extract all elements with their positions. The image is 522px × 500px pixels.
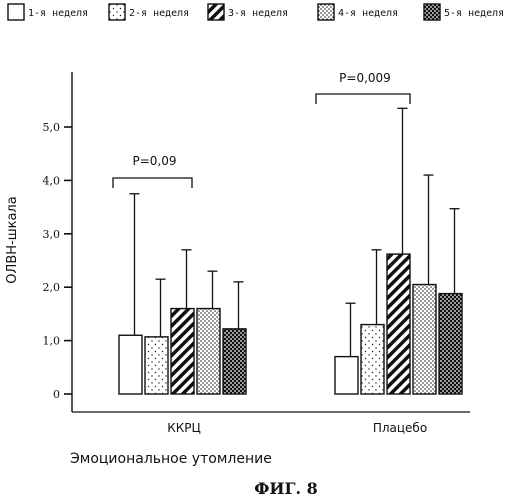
legend-label: 3-я неделя xyxy=(228,8,288,19)
bar xyxy=(439,294,462,394)
significance-bracket xyxy=(316,94,410,104)
x-tick-label: Плацебо xyxy=(373,421,427,435)
legend-swatch xyxy=(109,4,125,20)
bar xyxy=(335,357,358,394)
bar xyxy=(119,335,142,394)
y-tick-label: 0 xyxy=(53,388,60,401)
bar xyxy=(145,337,168,394)
legend-label: 4-я неделя xyxy=(338,8,398,19)
legend-swatch xyxy=(424,4,440,20)
bar xyxy=(361,325,384,394)
p-value-label: P=0,09 xyxy=(132,154,176,168)
bar xyxy=(197,309,220,394)
significance-bracket xyxy=(113,178,192,188)
y-tick-label: 2,0 xyxy=(43,281,61,294)
legend-swatch xyxy=(318,4,334,20)
plot-area: 0 1,0 2,0 3,0 4,0 5,0 ККРЦ Плацебо P=0,09 P=0,009 xyxy=(43,71,471,435)
bar xyxy=(387,254,410,394)
legend: 1-я неделя 2-я неделя 3-я неделя 4-я неделя… xyxy=(8,4,504,20)
y-axis-label: ОЛВН-шкала xyxy=(5,196,20,283)
y-tick-label: 1,0 xyxy=(43,335,61,348)
x-tick-label: ККРЦ xyxy=(167,421,201,435)
bar xyxy=(171,309,194,394)
legend-label: 2-я неделя xyxy=(129,8,189,19)
y-tick-label: 4,0 xyxy=(43,174,61,187)
bar xyxy=(223,329,246,394)
x-axis-label: Эмоциональное утомление xyxy=(70,451,272,467)
p-value-label: P=0,009 xyxy=(339,71,391,85)
y-tick-label: 5,0 xyxy=(43,121,61,134)
figure-caption: ФИГ. 8 xyxy=(254,479,318,498)
legend-swatch xyxy=(208,4,224,20)
bar xyxy=(413,285,436,394)
y-tick-label: 3,0 xyxy=(43,228,61,241)
legend-swatch xyxy=(8,4,24,20)
legend-label: 5-я неделя xyxy=(444,8,504,19)
legend-label: 1-я неделя xyxy=(28,8,88,19)
